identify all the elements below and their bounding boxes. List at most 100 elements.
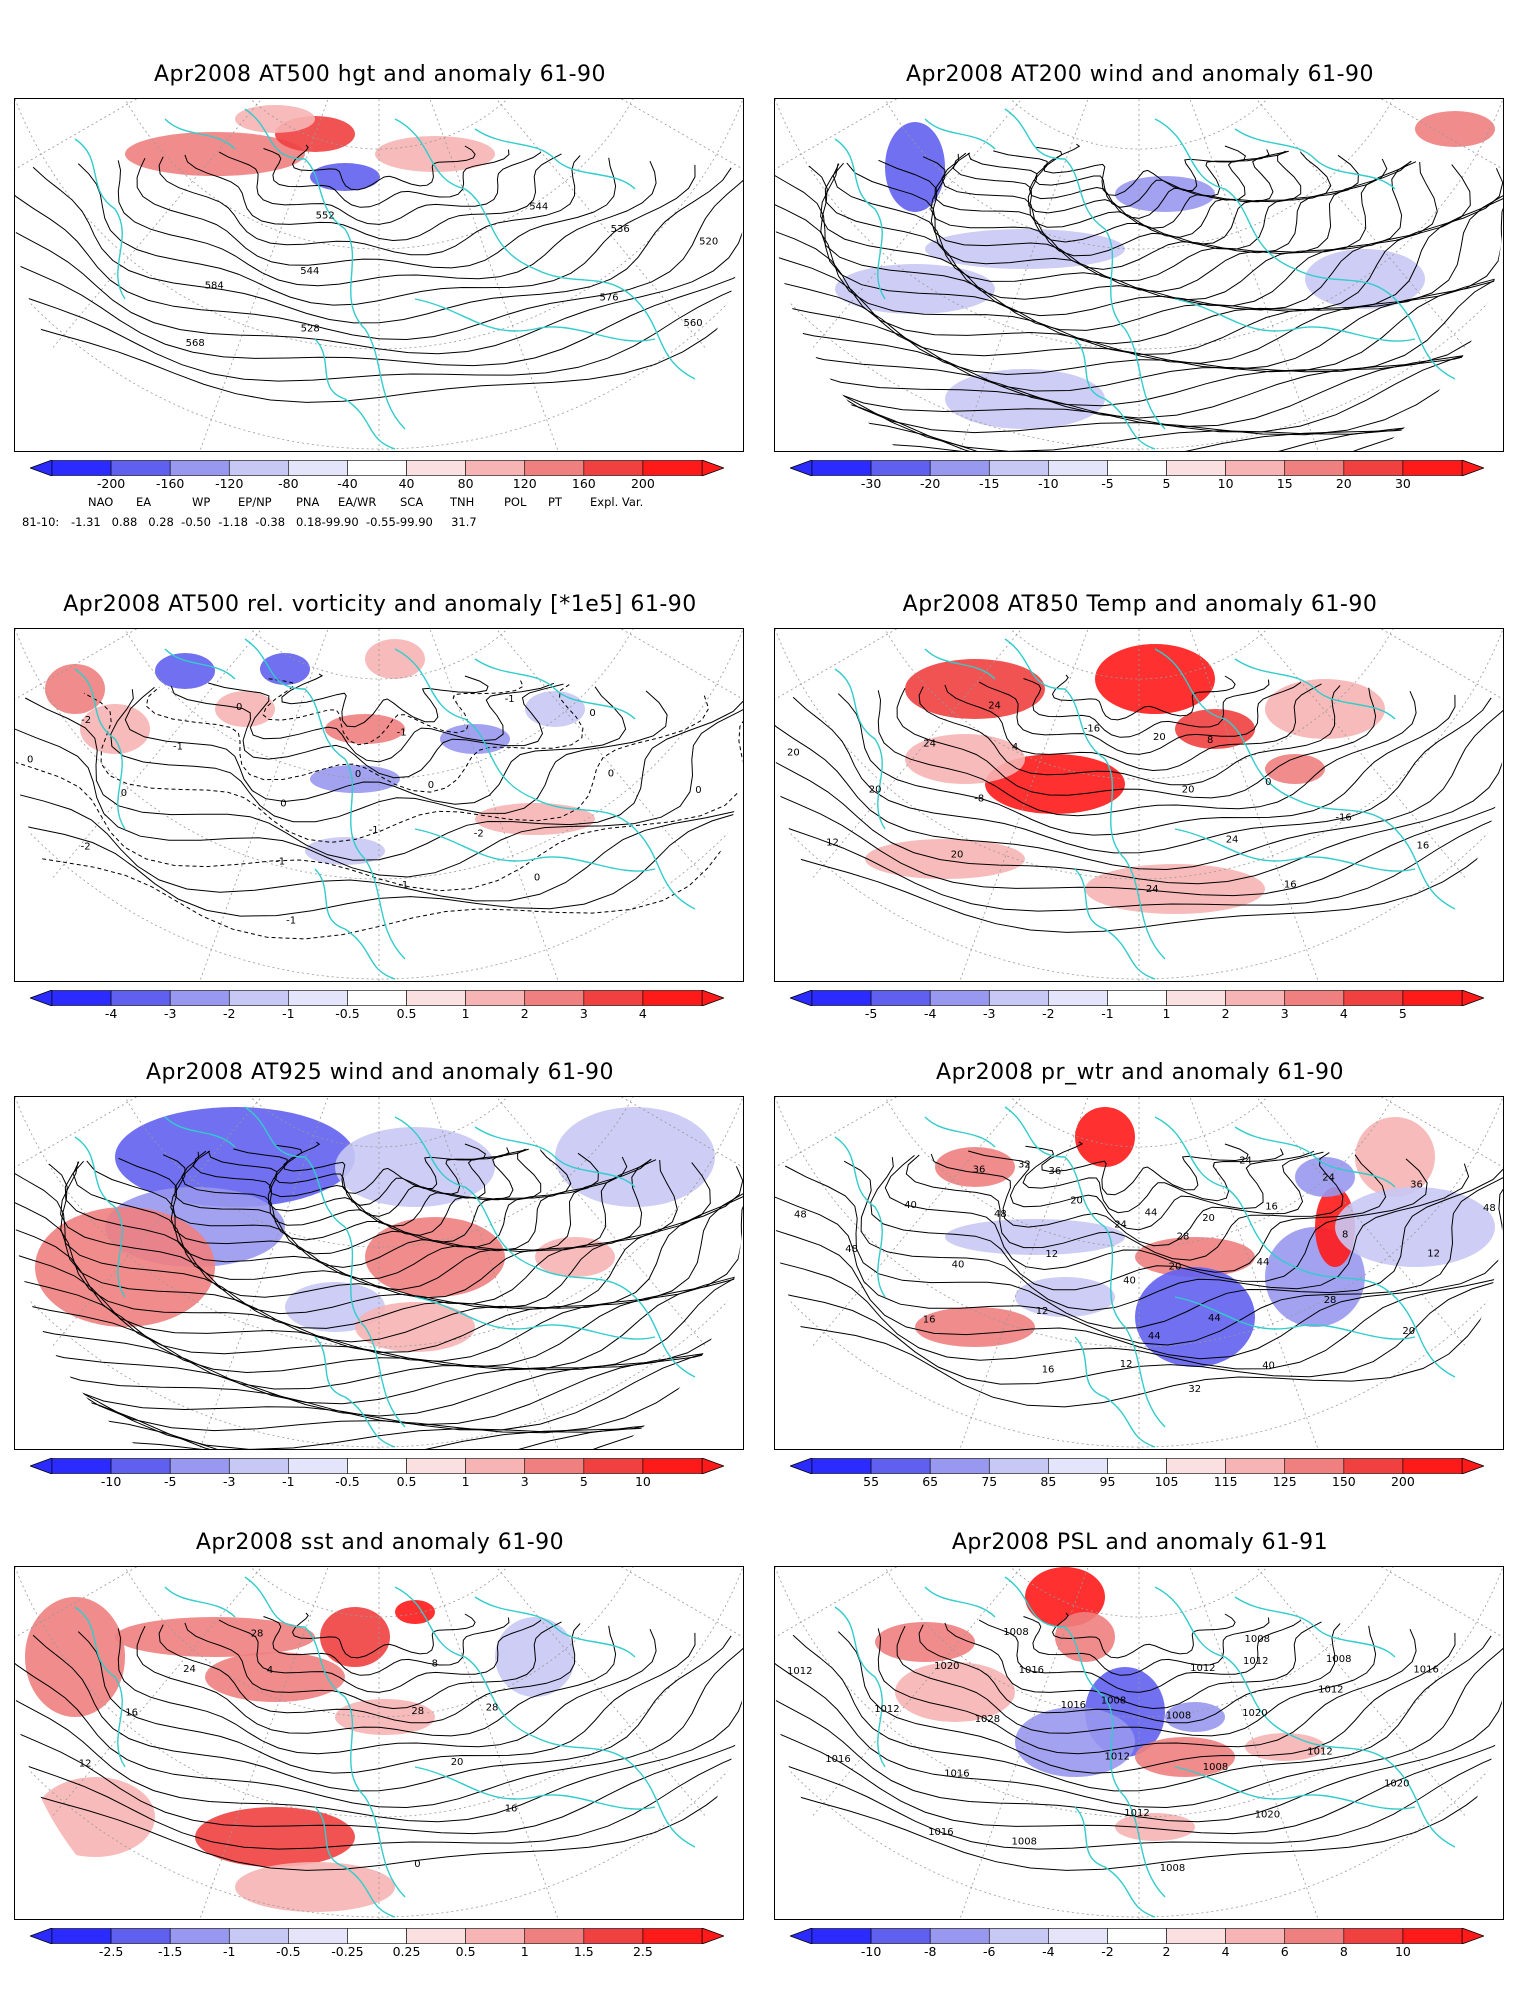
anomaly-patch <box>1165 1702 1225 1732</box>
contour-label: 48 <box>845 1244 858 1255</box>
contour-label: 40 <box>952 1259 965 1270</box>
contour-label: -1 <box>286 915 296 926</box>
colorbar-swatch <box>642 990 703 1006</box>
colorbar-tick-label: 75 <box>981 1474 998 1489</box>
contour-label: 44 <box>1208 1313 1221 1324</box>
colorbar-swatch <box>1048 460 1108 476</box>
panel-title: Apr2008 AT925 wind and anomaly 61-90 <box>145 1060 615 1085</box>
contour-label: 1008 <box>1003 1627 1028 1638</box>
contour-label: 0 <box>428 780 434 791</box>
tele-row-label: 81-10: <box>22 515 60 529</box>
colorbar-arrow-left <box>790 1928 813 1944</box>
colorbar-swatch <box>1402 1458 1463 1474</box>
contour-label: 1012 <box>1190 1663 1215 1674</box>
colorbar-swatch <box>929 460 990 476</box>
colorbar-tick-label: 40 <box>398 476 415 491</box>
colorbar-tick-label: -2 <box>223 1006 236 1021</box>
anomaly-patch <box>985 754 1125 814</box>
colorbar-tick-label: 55 <box>863 1474 880 1489</box>
colorbar <box>790 1458 1484 1474</box>
map-frame: 28 4 8 12 16 16 20 24 28 28 0 <box>14 1566 744 1920</box>
colorbar-swatch <box>465 1928 526 1944</box>
anomaly-patch <box>1355 1117 1435 1197</box>
colorbar-swatch <box>288 1928 348 1944</box>
contour-lines <box>15 144 743 403</box>
colorbar-swatch <box>642 1928 703 1944</box>
anomaly-patch <box>365 1217 505 1297</box>
contour-labels: -2 0 0 -2 -1 0 0 -1 0 -1 -2 -1 0 0 -1 -1 0 -1 0 0 <box>27 694 702 926</box>
contour-label: -8 <box>974 793 984 804</box>
panel-sst: Apr2008 sst and anomaly 61-90 28 4 8 12 16 16… <box>0 1468 760 1988</box>
contour-label: 1016 <box>825 1754 850 1765</box>
colorbar-arrow-right <box>701 460 724 476</box>
tele-header-7: TNH <box>450 495 475 509</box>
contour-label: 20 <box>1070 1195 1083 1206</box>
anomaly-patch <box>525 691 585 727</box>
colorbar-tick-label: -10 <box>1038 476 1059 491</box>
colorbar-tick-label: 8 <box>1339 1944 1348 1959</box>
colorbar-tick-label: 5 <box>1162 476 1171 491</box>
contour-label: 8 <box>432 1659 438 1670</box>
colorbar-tick-label: 120 <box>512 476 537 491</box>
coastlines <box>74 1106 696 1448</box>
colorbar-tick-label: 3 <box>520 1474 529 1489</box>
contour-label: 536 <box>611 224 630 235</box>
contour-label: 560 <box>684 318 703 329</box>
contour-label: 12 <box>1120 1359 1133 1370</box>
anomaly-patch <box>1015 1707 1135 1777</box>
contour-label: 12 <box>79 1758 92 1769</box>
lat-lon-grid <box>15 629 743 981</box>
contour-label: 8 <box>1207 735 1213 746</box>
colorbar-tick-label: -1 <box>223 1944 236 1959</box>
colorbar-swatch <box>524 460 585 476</box>
colorbar-tick-label: -1 <box>282 1474 295 1489</box>
panel-temp850: Apr2008 AT850 Temp and anomaly 61-90 -16… <box>760 530 1520 1050</box>
colorbar-tick-label: 2 <box>520 1006 529 1021</box>
colorbar-swatch <box>642 460 703 476</box>
panel-vort500: Apr2008 AT500 rel. vorticity and anomaly… <box>0 530 760 1050</box>
tele-header-0: NAO <box>88 495 114 509</box>
map-svg <box>15 1097 743 1449</box>
colorbar-tick-label: 105 <box>1154 1474 1179 1489</box>
contour-label: 28 <box>251 1628 264 1639</box>
panel-wind200: Apr2008 AT200 wind and anomaly 61-90 -30… <box>760 0 1520 520</box>
contour-label: 0 <box>414 1859 420 1870</box>
map-frame: 1012 1016 1012 1016 1020 1016 1012 1028 1020 1016… <box>774 1566 1504 1920</box>
contour-label: 24 <box>988 700 1001 711</box>
colorbar-swatch <box>811 1928 872 1944</box>
contour-label: 12 <box>826 837 839 848</box>
contour-label: 1008 <box>1160 1863 1185 1874</box>
anomaly-patch <box>155 653 215 689</box>
colorbar-swatch <box>583 1928 644 1944</box>
colorbar-tick-label: -5 <box>864 1006 878 1021</box>
colorbar-swatch <box>1107 1928 1167 1944</box>
contour-label: 48 <box>794 1210 807 1221</box>
colorbar-tick-label: 0.5 <box>396 1474 417 1489</box>
contour-label: 1008 <box>1166 1710 1191 1721</box>
panel-psl: Apr2008 PSL and anomaly 61-91 1012 1016 10… <box>760 1468 1520 1988</box>
anomaly-patch <box>1135 1737 1235 1777</box>
contour-label: -2 <box>81 842 91 853</box>
contour-label: 1008 <box>1245 1634 1270 1645</box>
panel-hgt500: Apr2008 AT500 hgt and anomaly 61-90 520 5… <box>0 0 760 520</box>
contour-labels: 28 4 8 12 16 16 20 24 28 28 0 <box>79 1628 518 1870</box>
contour-label: 4 <box>1012 742 1018 753</box>
colorbar <box>790 1928 1484 1944</box>
colorbar <box>790 460 1484 476</box>
anomaly-patch <box>1265 679 1385 739</box>
map-svg: -16 16 20 -16 -8 0 4 8 12 16 20 24 24 20 24 20 20 24 <box>775 629 1503 981</box>
contour-label: 20 <box>1169 1262 1182 1273</box>
colorbar-swatch <box>642 1458 703 1474</box>
panel-title: Apr2008 AT500 hgt and anomaly 61-90 <box>153 62 607 87</box>
tele-header-5: EA/WR <box>338 495 377 509</box>
tele-row-values: -1.31 0.88 0.28 -0.50 -1.18 -0.38 0.18-9… <box>70 515 477 529</box>
colorbar-swatch <box>1225 460 1286 476</box>
map-frame: -16 16 20 -16 -8 0 4 8 12 16 20 24 24 20 24 20 20 24 <box>774 628 1504 982</box>
contour-label: 24 <box>1322 1172 1335 1183</box>
anomaly-patch <box>1175 709 1255 749</box>
colorbar-tick-label: 30 <box>1394 476 1411 491</box>
contour-label: 36 <box>1049 1166 1062 1177</box>
contour-label: 28 <box>411 1706 424 1717</box>
anomaly-patch <box>475 803 595 835</box>
colorbar-tick-label: -15 <box>979 476 1000 491</box>
